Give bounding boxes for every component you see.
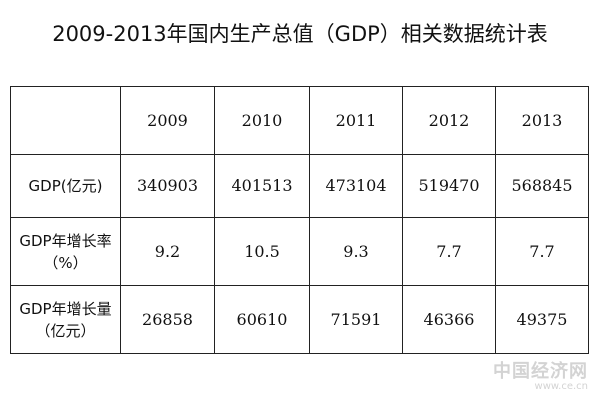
cell-rate-2011: 9.3: [309, 217, 403, 286]
cell-amount-2013: 49375: [495, 285, 589, 354]
cell-amount-2012: 46366: [402, 285, 496, 354]
cell-amount-2010: 60610: [214, 285, 310, 354]
year-header-2013: 2013: [495, 86, 589, 155]
cell-amount-2011: 71591: [309, 285, 403, 354]
cell-gdp-2011: 473104: [309, 154, 403, 218]
row-label-growth-rate: GDP年增长率 （%）: [10, 217, 121, 286]
row-label-growth-amount-line1: GDP年增长量: [19, 299, 112, 318]
cell-rate-2010: 10.5: [214, 217, 310, 286]
year-header-2012: 2012: [402, 86, 496, 155]
watermark-url: www.ce.cn: [534, 381, 588, 392]
watermark-main: 中国经济网: [493, 361, 588, 382]
table-title: 2009-2013年国内生产总值（GDP）相关数据统计表: [52, 22, 548, 46]
table-row-growth-amount: GDP年增长量 （亿元） 26858 60610 71591 46366 493…: [10, 285, 589, 354]
row-label-growth-amount: GDP年增长量 （亿元）: [10, 285, 121, 354]
cell-gdp-2012: 519470: [402, 154, 496, 218]
cell-amount-2009: 26858: [120, 285, 215, 354]
cell-rate-2012: 7.7: [402, 217, 496, 286]
corner-cell: [10, 86, 121, 155]
year-header-2009: 2009: [120, 86, 215, 155]
year-header-2011: 2011: [309, 86, 403, 155]
cell-gdp-2010: 401513: [214, 154, 310, 218]
cell-rate-2013: 7.7: [495, 217, 589, 286]
row-label-gdp: GDP(亿元): [10, 154, 121, 218]
watermark-logo: 中国经济网 www.ce.cn: [493, 357, 588, 392]
row-label-growth-amount-line2: （亿元）: [35, 321, 96, 340]
year-header-2010: 2010: [214, 86, 310, 155]
gdp-stats-table: 2009 2010 2011 2012 2013 GDP(亿元) 340903 …: [10, 86, 589, 354]
row-label-growth-rate-line1: GDP年增长率: [19, 231, 112, 250]
row-label-growth-rate-line2: （%）: [43, 253, 88, 272]
table-row-growth-rate: GDP年增长率 （%） 9.2 10.5 9.3 7.7 7.7: [10, 217, 589, 286]
table-row-gdp: GDP(亿元) 340903 401513 473104 519470 5688…: [10, 154, 589, 218]
cell-gdp-2009: 340903: [120, 154, 215, 218]
header-row: 2009 2010 2011 2012 2013: [10, 86, 589, 155]
row-label-gdp-line1: GDP(亿元): [28, 177, 103, 195]
cell-gdp-2013: 568845: [495, 154, 589, 218]
cell-rate-2009: 9.2: [120, 217, 215, 286]
